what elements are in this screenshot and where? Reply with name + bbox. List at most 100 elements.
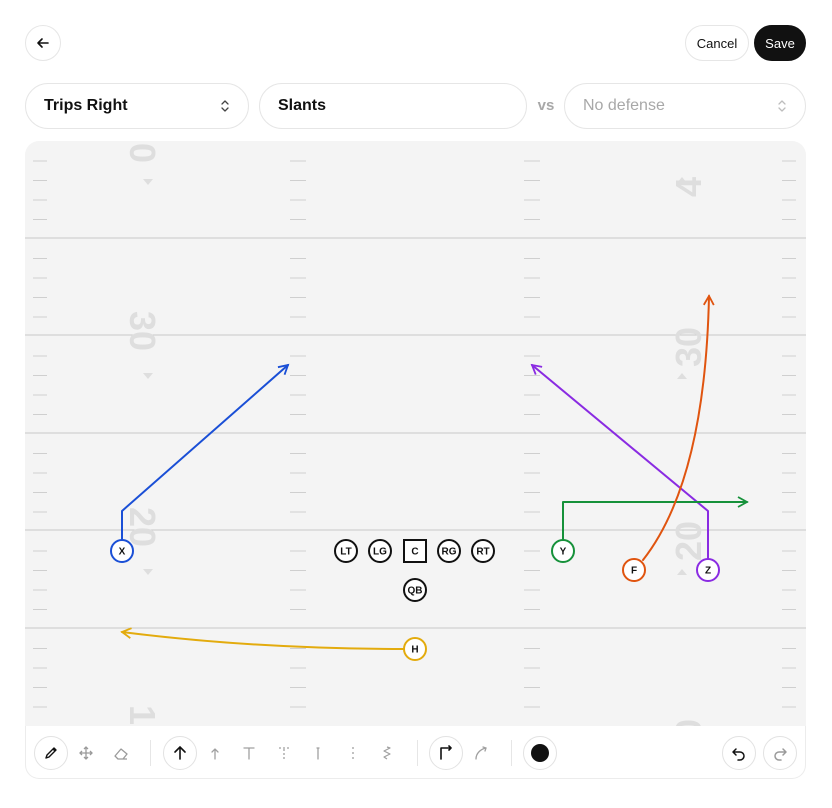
player-label: RT xyxy=(476,547,489,558)
yard-number: 1 xyxy=(122,705,163,725)
player-qb[interactable]: QB xyxy=(403,578,427,602)
move-tool-button[interactable] xyxy=(69,736,103,770)
block-end-button[interactable] xyxy=(232,736,266,770)
block-end-icon xyxy=(243,747,255,760)
players[interactable]: X LT LG C RG RT QB Y F Z H xyxy=(110,539,720,661)
player-label: Z xyxy=(705,566,711,577)
drawing-toolbar xyxy=(25,726,806,779)
redo-icon xyxy=(774,748,787,761)
eraser-icon xyxy=(114,748,128,760)
arrow-end-button[interactable] xyxy=(163,736,197,770)
yard-number: 0 xyxy=(668,719,709,726)
yard-lines xyxy=(25,237,806,629)
player-marker[interactable] xyxy=(696,558,720,582)
player-x[interactable]: X xyxy=(110,539,134,563)
player-marker[interactable] xyxy=(551,539,575,563)
vs-label: vs xyxy=(537,97,555,114)
eraser-tool-button[interactable] xyxy=(104,736,138,770)
player-marker[interactable] xyxy=(437,539,461,563)
yard-number: 20 xyxy=(122,507,163,547)
formation-value: Trips Right xyxy=(44,97,128,114)
player-marker[interactable] xyxy=(334,539,358,563)
yard-number: 30 xyxy=(668,327,709,367)
small-arrow-end-icon xyxy=(211,748,219,760)
toolbar-divider xyxy=(417,740,418,766)
player-marker[interactable] xyxy=(403,578,427,602)
player-label: QB xyxy=(408,586,423,597)
player-c[interactable]: C xyxy=(403,539,427,563)
player-rt[interactable]: RT xyxy=(471,539,495,563)
route-x[interactable] xyxy=(121,363,290,541)
player-y[interactable]: Y xyxy=(551,539,575,563)
player-rg[interactable]: RG xyxy=(437,539,461,563)
yard-number: 4 xyxy=(668,177,709,197)
yard-number: 20 xyxy=(668,521,709,561)
route-y[interactable] xyxy=(562,496,749,541)
play-name-value: Slants xyxy=(278,97,327,114)
undo-icon xyxy=(732,748,745,761)
route-f[interactable] xyxy=(642,294,715,561)
player-label: C xyxy=(411,547,418,558)
player-marker[interactable] xyxy=(368,539,392,563)
chevron-up-down-icon xyxy=(221,100,229,112)
route-z[interactable] xyxy=(530,363,709,562)
curved-line-icon xyxy=(475,746,487,760)
player-label: LT xyxy=(340,547,351,558)
player-z[interactable]: Z xyxy=(696,558,720,582)
player-marker[interactable] xyxy=(403,539,427,563)
play-canvas[interactable]: 0 30 20 1 4 30 20 0 xyxy=(25,141,806,726)
play-name-input[interactable]: Slants xyxy=(259,83,527,129)
defense-placeholder: No defense xyxy=(583,97,665,114)
player-label: LG xyxy=(373,547,387,558)
arrow-end-icon xyxy=(174,745,186,760)
color-picker-button[interactable] xyxy=(523,736,557,770)
formation-select[interactable]: Trips Right xyxy=(25,83,249,129)
chevron-up-down-icon xyxy=(778,100,786,112)
yard-number: 30 xyxy=(122,311,163,351)
player-label: X xyxy=(119,547,126,558)
player-marker[interactable] xyxy=(110,539,134,563)
route-h[interactable] xyxy=(120,627,406,650)
small-arrow-end-button[interactable] xyxy=(198,736,232,770)
arrow-left-icon xyxy=(37,38,49,48)
hash-marks xyxy=(33,160,796,708)
dotted-line-end-button[interactable] xyxy=(336,736,370,770)
line-end-icon xyxy=(316,747,320,760)
dashed-block-end-button[interactable] xyxy=(267,736,301,770)
move-icon xyxy=(79,746,93,760)
undo-button[interactable] xyxy=(722,736,756,770)
player-lt[interactable]: LT xyxy=(334,539,358,563)
player-marker[interactable] xyxy=(403,637,427,661)
player-marker[interactable] xyxy=(622,558,646,582)
straight-line-icon xyxy=(440,745,452,760)
yard-number: 0 xyxy=(122,143,163,163)
line-end-button[interactable] xyxy=(301,736,335,770)
yard-arrows-right xyxy=(677,177,687,575)
player-marker[interactable] xyxy=(471,539,495,563)
pencil-tool-button[interactable] xyxy=(34,736,68,770)
football-field[interactable]: 0 30 20 1 4 30 20 0 xyxy=(25,141,806,726)
player-label: F xyxy=(631,566,637,577)
curved-line-button[interactable] xyxy=(464,736,498,770)
player-label: RG xyxy=(442,547,457,558)
defense-select[interactable]: No defense xyxy=(564,83,806,129)
toolbar-divider xyxy=(511,740,512,766)
player-h[interactable]: H xyxy=(403,637,427,661)
routes[interactable] xyxy=(120,294,749,650)
cancel-button[interactable]: Cancel xyxy=(685,25,749,61)
zigzag-end-icon xyxy=(383,746,391,760)
save-button[interactable]: Save xyxy=(754,25,806,61)
dotted-line-end-icon xyxy=(352,747,354,759)
yard-numbers-left: 0 30 20 1 xyxy=(122,143,163,725)
zigzag-end-button[interactable] xyxy=(370,736,404,770)
yard-arrows-left xyxy=(143,179,153,575)
redo-button[interactable] xyxy=(763,736,797,770)
player-lg[interactable]: LG xyxy=(368,539,392,563)
back-button[interactable] xyxy=(25,25,61,61)
player-f[interactable]: F xyxy=(622,558,646,582)
dashed-block-end-icon xyxy=(279,747,289,759)
player-label: H xyxy=(411,645,418,656)
yard-numbers-right: 4 30 20 0 xyxy=(668,177,709,726)
straight-line-button[interactable] xyxy=(429,736,463,770)
color-swatch xyxy=(531,744,549,762)
